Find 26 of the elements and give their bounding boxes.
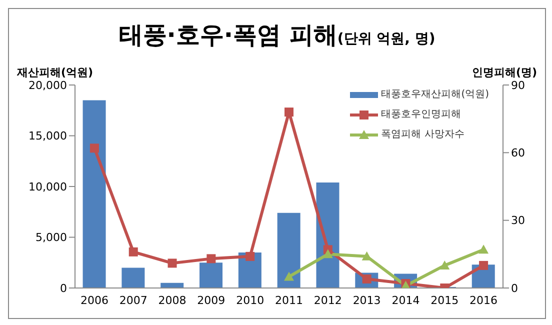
y-tick-label: 15,000	[28, 130, 67, 143]
x-tick-label: 2010	[236, 294, 264, 307]
x-tick-label: 2009	[197, 294, 226, 307]
x-tick-label: 2011	[275, 294, 303, 307]
x-tick-label: 2012	[314, 294, 342, 307]
x-tick-label: 2013	[352, 294, 381, 307]
x-tick-label: 2016	[470, 294, 498, 307]
x-tick-label: 2008	[158, 294, 186, 307]
y2-axis-title: 인명피해(명)	[472, 65, 537, 80]
y2-tick-label: 60	[511, 146, 525, 160]
y-axis-title: 재산피해(억원)	[17, 65, 94, 80]
x-tick-label: 2006	[80, 294, 108, 307]
y-tick-label: 10,000	[28, 180, 67, 194]
y2-tick-label: 0	[511, 282, 518, 295]
chart-title: 태풍·호우·폭염 피해(단위 억원, 명)	[118, 21, 436, 49]
x-tick-label: 2014	[392, 294, 420, 307]
x-tick-label: 2015	[430, 294, 459, 307]
legend-label: 태풍호우재산피해(억원)	[381, 88, 489, 102]
legend-label: 태풍호우인명피해	[381, 108, 462, 122]
y2-tick-label: 90	[511, 78, 525, 92]
y-tick-label: 0	[60, 282, 67, 295]
x-tick-label: 2007	[119, 294, 148, 307]
y2-tick-label: 30	[511, 214, 525, 228]
legend-label: 폭염피해 사망자수	[381, 128, 464, 142]
y-tick-label: 20,000	[28, 78, 67, 92]
y-tick-label: 5,000	[36, 231, 67, 244]
